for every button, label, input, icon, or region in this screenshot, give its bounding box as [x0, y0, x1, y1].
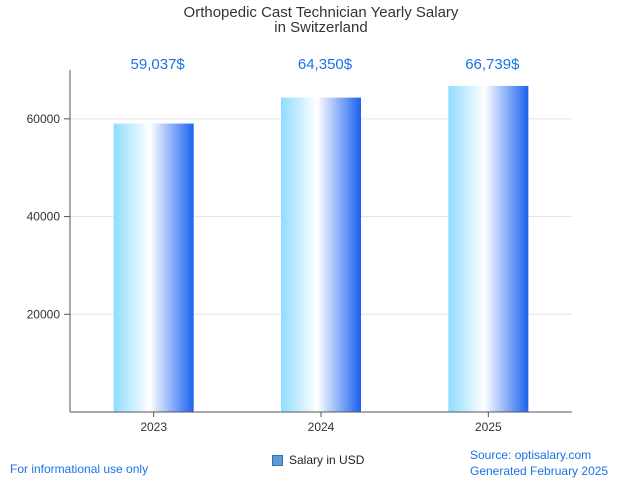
chart-title-line-2: in Switzerland — [274, 19, 367, 36]
y-tick-label: 20000 — [27, 307, 61, 321]
chart-legend: Salary in USD — [272, 453, 364, 467]
bar-value-label: 59,037$ — [131, 56, 186, 73]
generated-text: Generated February 2025 — [470, 464, 609, 478]
chart-title-line-1: Orthopedic Cast Technician Yearly Salary — [184, 4, 459, 21]
disclaimer-text: For informational use only — [10, 462, 149, 476]
bar-2024 — [281, 97, 361, 413]
x-tick-label: 2025 — [475, 420, 502, 434]
x-tick-label: 2023 — [140, 420, 167, 434]
source-text: Source: optisalary.com — [470, 448, 592, 462]
bar-value-label: 66,739$ — [465, 56, 520, 73]
legend-swatch — [272, 454, 283, 466]
bar-value-label: 64,350$ — [298, 56, 353, 73]
legend-label: Salary in USD — [289, 453, 365, 467]
y-tick-label: 60000 — [27, 112, 61, 126]
x-tick-label: 2024 — [308, 420, 335, 434]
bar-2025 — [448, 85, 529, 412]
source-block: Source: optisalary.com Generated Februar… — [470, 447, 608, 479]
y-tick-label: 40000 — [27, 210, 61, 224]
bar-2023 — [113, 123, 194, 413]
